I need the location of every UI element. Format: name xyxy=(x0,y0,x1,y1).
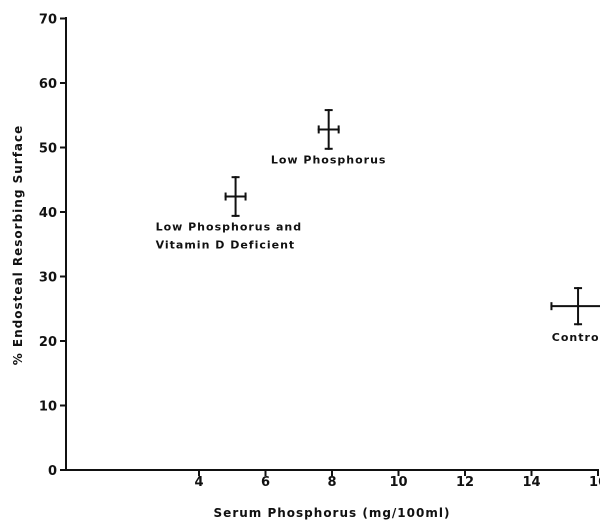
point-label: Control xyxy=(552,331,600,344)
axes xyxy=(65,17,599,471)
y-tick-label: 50 xyxy=(39,142,57,157)
y-tick-label: 30 xyxy=(39,271,57,286)
x-axis-title: Serum Phosphorus (mg/100ml) xyxy=(214,506,451,520)
y-ticks: 0 10 20 30 40 50 60 70 xyxy=(39,13,67,479)
y-tick-label: 0 xyxy=(48,464,57,479)
x-ticks: 4681012141618 xyxy=(194,469,600,490)
y-axis-title: % Endosteal Resorbing Surface xyxy=(11,125,25,366)
x-tick-label: 6 xyxy=(261,475,270,490)
x-tick-label: 14 xyxy=(522,475,540,490)
x-tick-label: 16 xyxy=(589,475,600,490)
point-label: Vitamin D Deficient xyxy=(156,239,296,252)
data-point: Low Phosphorus and Vitamin D Deficient xyxy=(156,176,303,252)
point-label: Low Phosphorus and xyxy=(156,221,303,234)
data-points: Low Phosphorus Low Phosphorus and Vitamin … xyxy=(156,109,600,344)
y-tick-label: 40 xyxy=(39,206,57,221)
point-label: Low Phosphorus xyxy=(271,153,387,166)
y-tick-label: 70 xyxy=(39,13,57,28)
x-tick-label: 4 xyxy=(194,475,203,490)
y-tick-label: 20 xyxy=(39,335,57,350)
data-point: Low Phosphorus xyxy=(271,109,387,166)
y-tick-label: 10 xyxy=(39,400,57,415)
x-tick-label: 8 xyxy=(327,475,336,490)
data-point: Control xyxy=(550,287,600,344)
x-tick-label: 10 xyxy=(389,475,407,490)
x-tick-label: 12 xyxy=(456,475,474,490)
y-tick-label: 60 xyxy=(39,77,57,92)
